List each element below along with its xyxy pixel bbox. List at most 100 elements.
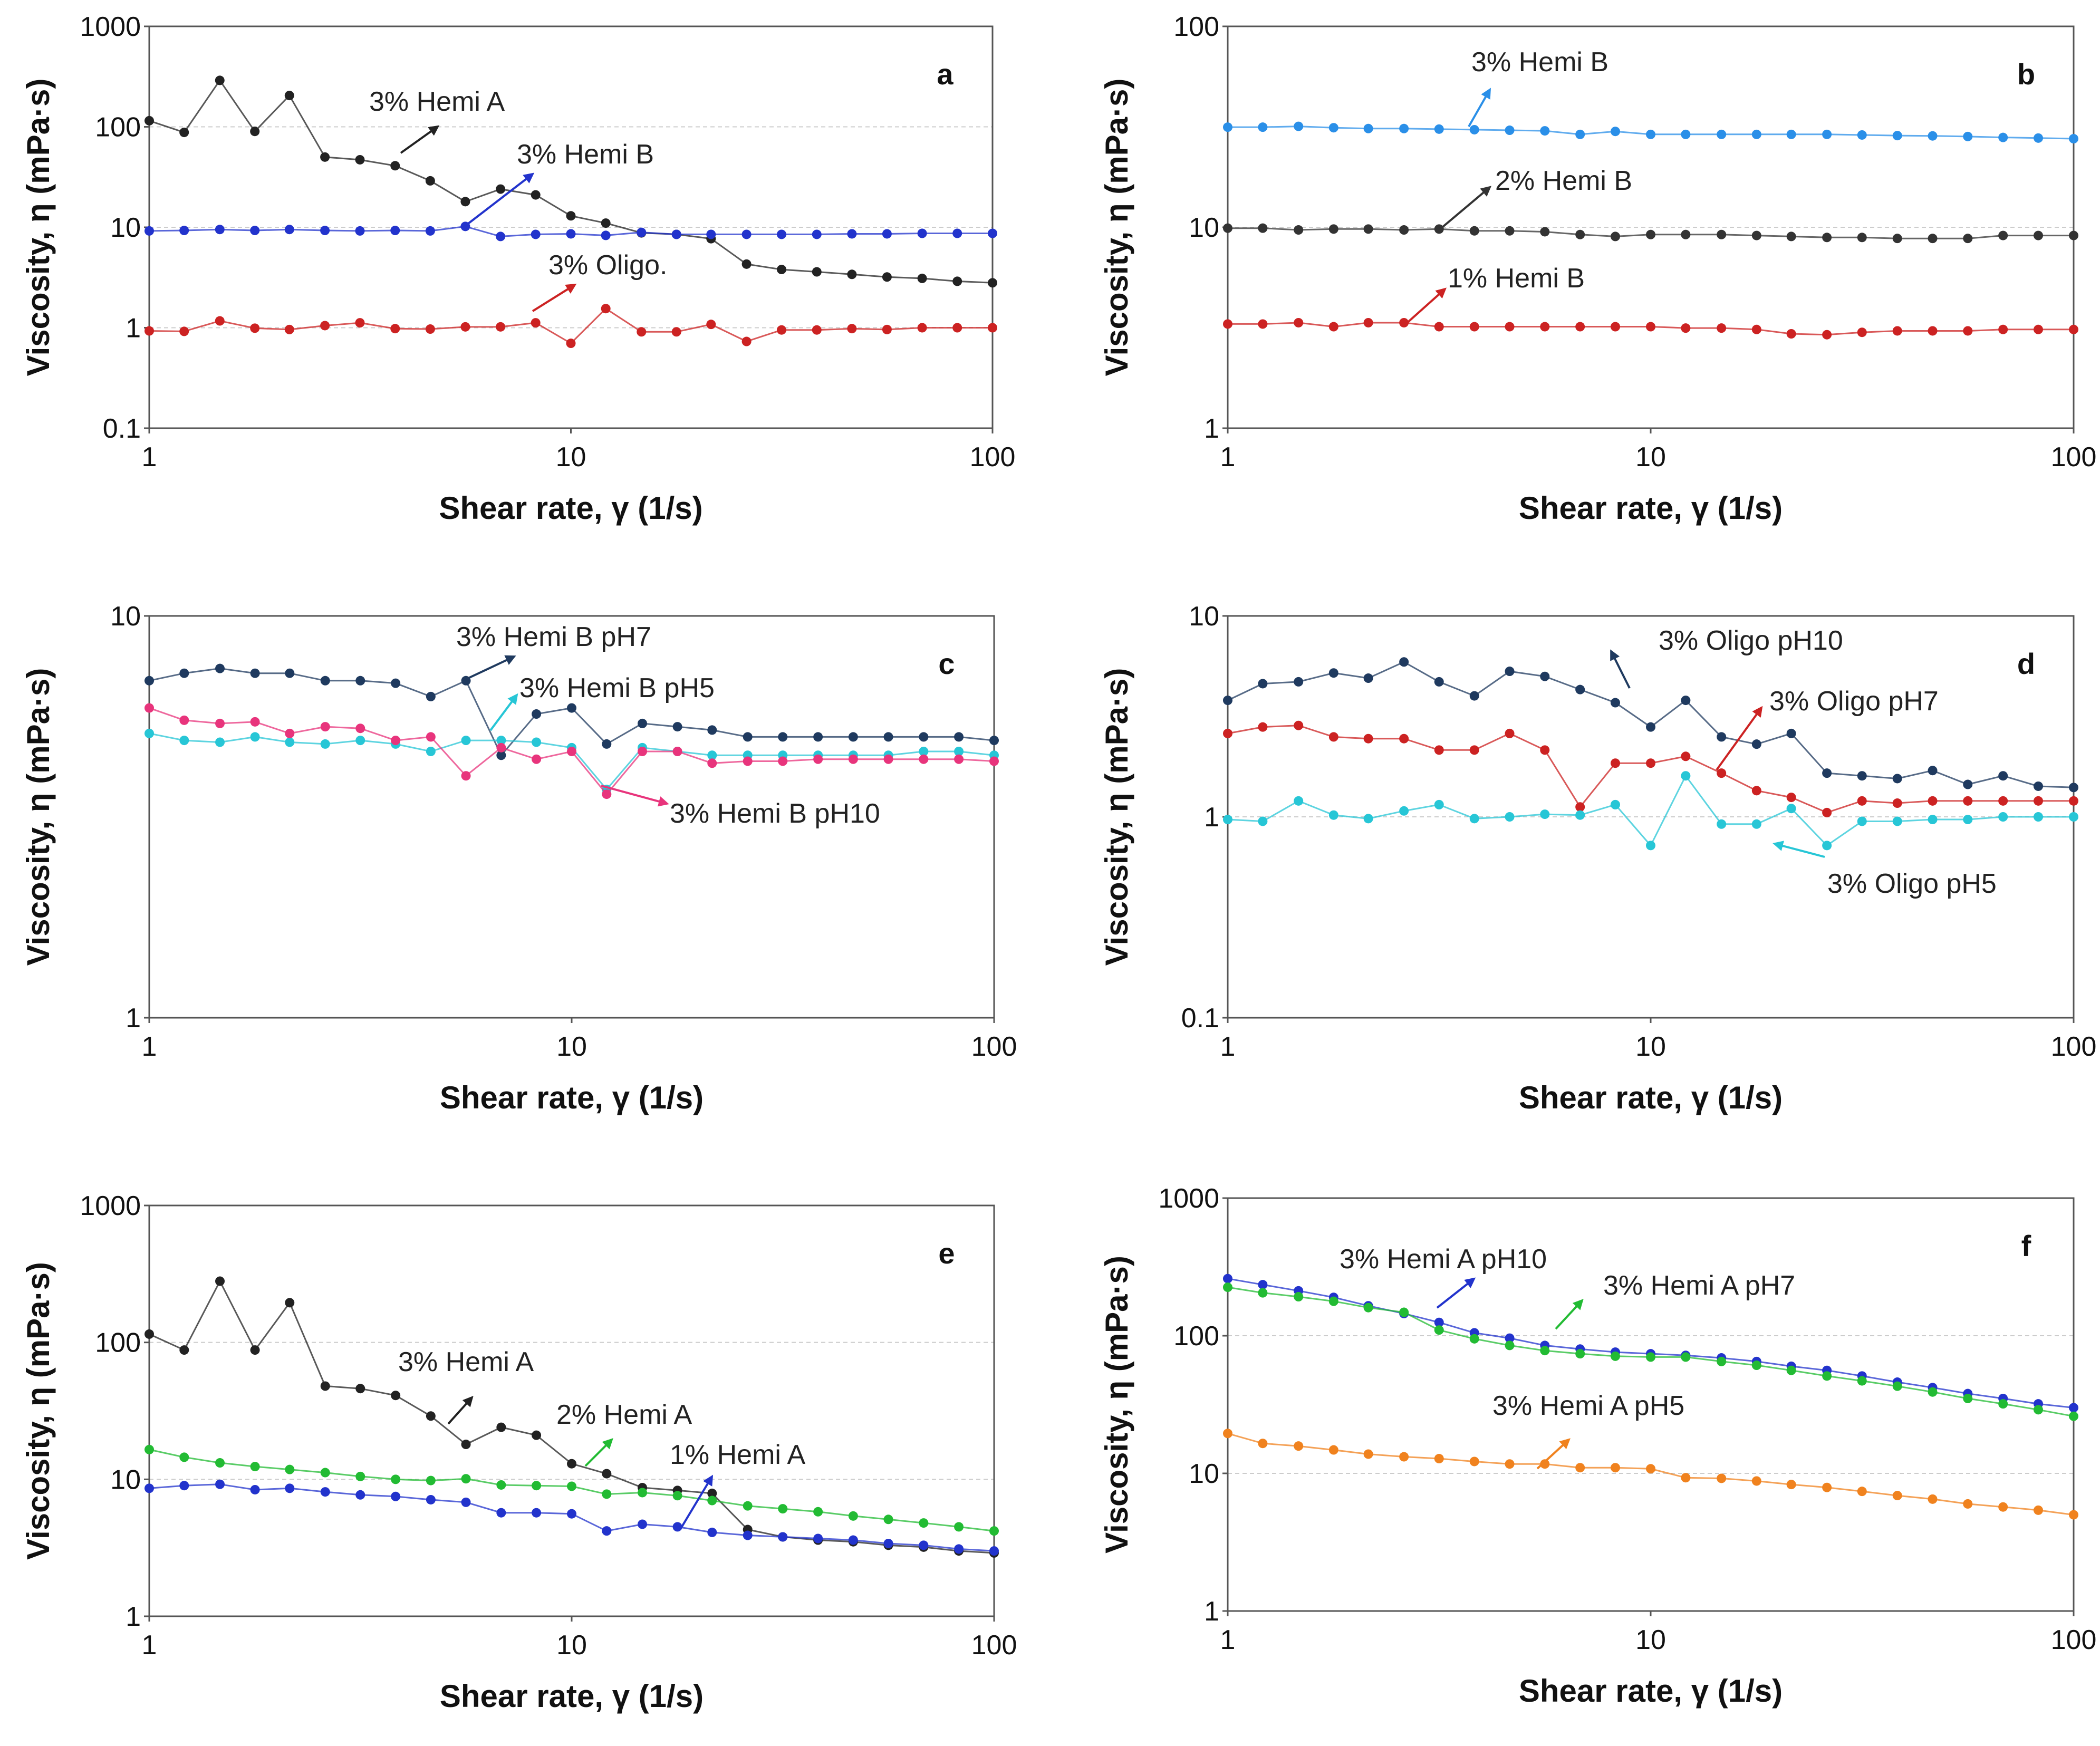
data-point xyxy=(391,1391,401,1401)
data-point xyxy=(812,325,822,335)
data-point xyxy=(672,1522,682,1532)
data-point xyxy=(882,324,892,334)
data-point xyxy=(1363,224,1373,234)
data-point xyxy=(1998,771,2008,781)
data-point xyxy=(776,325,786,335)
data-point xyxy=(1717,819,1727,829)
data-point xyxy=(1681,751,1691,761)
data-point xyxy=(952,323,962,333)
annotation-label: 3% Hemi B pH10 xyxy=(670,798,880,829)
data-point xyxy=(567,1509,576,1519)
data-point xyxy=(1963,234,1973,244)
data-point xyxy=(1540,227,1550,237)
data-point xyxy=(1258,223,1268,233)
data-point xyxy=(776,229,786,239)
data-point xyxy=(250,323,260,333)
x-tick-label: 1 xyxy=(142,442,157,472)
panel-f: 1 10 100 1 10 100 1000 Shear rate, γ (1/s) Visco… xyxy=(1099,1183,2096,1709)
data-point xyxy=(2033,230,2043,240)
y-tick-label: 0.1 xyxy=(1181,1003,1219,1034)
y-tick-label: 1 xyxy=(126,313,141,344)
series-3-hemi-b xyxy=(1223,121,2078,144)
data-point xyxy=(215,1276,225,1286)
data-point xyxy=(1223,696,1232,706)
data-point xyxy=(461,1497,471,1507)
y-tick-label: 10 xyxy=(1189,213,1219,243)
y-tick-label: 100 xyxy=(95,112,141,143)
data-point xyxy=(1786,231,1796,242)
data-point xyxy=(638,1488,648,1498)
x-tick-label: 1 xyxy=(1220,442,1236,472)
data-point xyxy=(638,746,648,756)
y-tick-label: 10 xyxy=(110,1464,141,1495)
data-point xyxy=(2069,1411,2078,1421)
data-point xyxy=(1363,734,1373,744)
data-point xyxy=(1786,1480,1796,1490)
data-point xyxy=(1822,1371,1832,1381)
data-point xyxy=(1928,1494,1938,1504)
data-point xyxy=(1822,841,1832,851)
data-point xyxy=(1963,1499,1973,1509)
data-point xyxy=(355,676,365,686)
data-point xyxy=(496,750,506,760)
data-point xyxy=(1892,816,1902,826)
data-point xyxy=(1857,1376,1867,1386)
data-point xyxy=(813,754,823,764)
data-point xyxy=(390,324,400,334)
data-point xyxy=(1434,1317,1444,1327)
data-point xyxy=(145,1444,154,1454)
annotation-label: 3% Hemi A xyxy=(369,86,505,117)
data-point xyxy=(602,789,612,799)
data-point xyxy=(426,1494,436,1504)
data-point xyxy=(671,327,681,337)
data-point xyxy=(1963,1393,1973,1403)
data-point xyxy=(179,128,189,138)
annotation-arrow xyxy=(532,283,577,312)
panel-b: 1 10 100 1 10 100 Shear rate, γ (1/s) Viscosity… xyxy=(1099,12,2096,526)
data-point xyxy=(1540,126,1550,136)
data-point xyxy=(1294,1441,1304,1451)
y-tick-label: 1000 xyxy=(80,1191,141,1221)
data-point xyxy=(1399,1307,1409,1317)
data-point xyxy=(1328,123,1338,133)
data-point xyxy=(1786,728,1796,738)
data-point xyxy=(1399,657,1409,667)
data-point xyxy=(743,756,753,766)
data-point xyxy=(391,1491,401,1501)
data-point xyxy=(461,771,471,781)
data-point xyxy=(1646,758,1655,768)
data-point xyxy=(2069,1403,2078,1413)
data-point xyxy=(1469,1456,1479,1467)
data-point xyxy=(602,1469,612,1479)
data-point xyxy=(1505,126,1515,136)
data-point xyxy=(1505,1459,1515,1469)
data-point xyxy=(215,75,225,85)
data-point xyxy=(2033,1505,2043,1515)
data-point xyxy=(496,742,506,753)
data-point xyxy=(215,1479,225,1489)
data-point xyxy=(567,746,576,756)
annotation-label: 2% Hemi A xyxy=(556,1400,692,1430)
data-point xyxy=(2069,1510,2078,1520)
data-point xyxy=(1258,816,1268,826)
annotation-arrow xyxy=(1773,841,1825,858)
data-point xyxy=(460,197,470,207)
annotation-arrow xyxy=(469,655,516,679)
data-point xyxy=(1717,229,1727,239)
series-3-hemi-b-ph7 xyxy=(145,663,999,760)
data-point xyxy=(1363,123,1373,133)
data-point xyxy=(917,273,927,283)
data-point xyxy=(1892,798,1902,808)
x-tick-label: 10 xyxy=(1635,442,1666,472)
data-point xyxy=(1223,1429,1232,1439)
data-point xyxy=(179,1481,189,1491)
y-tick-label: 1 xyxy=(1204,413,1219,444)
y-axis-title: Viscosity, η (mPa·s) xyxy=(1099,79,1134,377)
data-point xyxy=(145,728,154,738)
x-tick-label: 100 xyxy=(2051,1031,2097,1062)
y-axis-title: Viscosity, η (mPa·s) xyxy=(21,79,56,377)
data-point xyxy=(2033,781,2043,791)
series-1-hemi-b xyxy=(1223,317,2078,340)
data-point xyxy=(320,1468,330,1478)
